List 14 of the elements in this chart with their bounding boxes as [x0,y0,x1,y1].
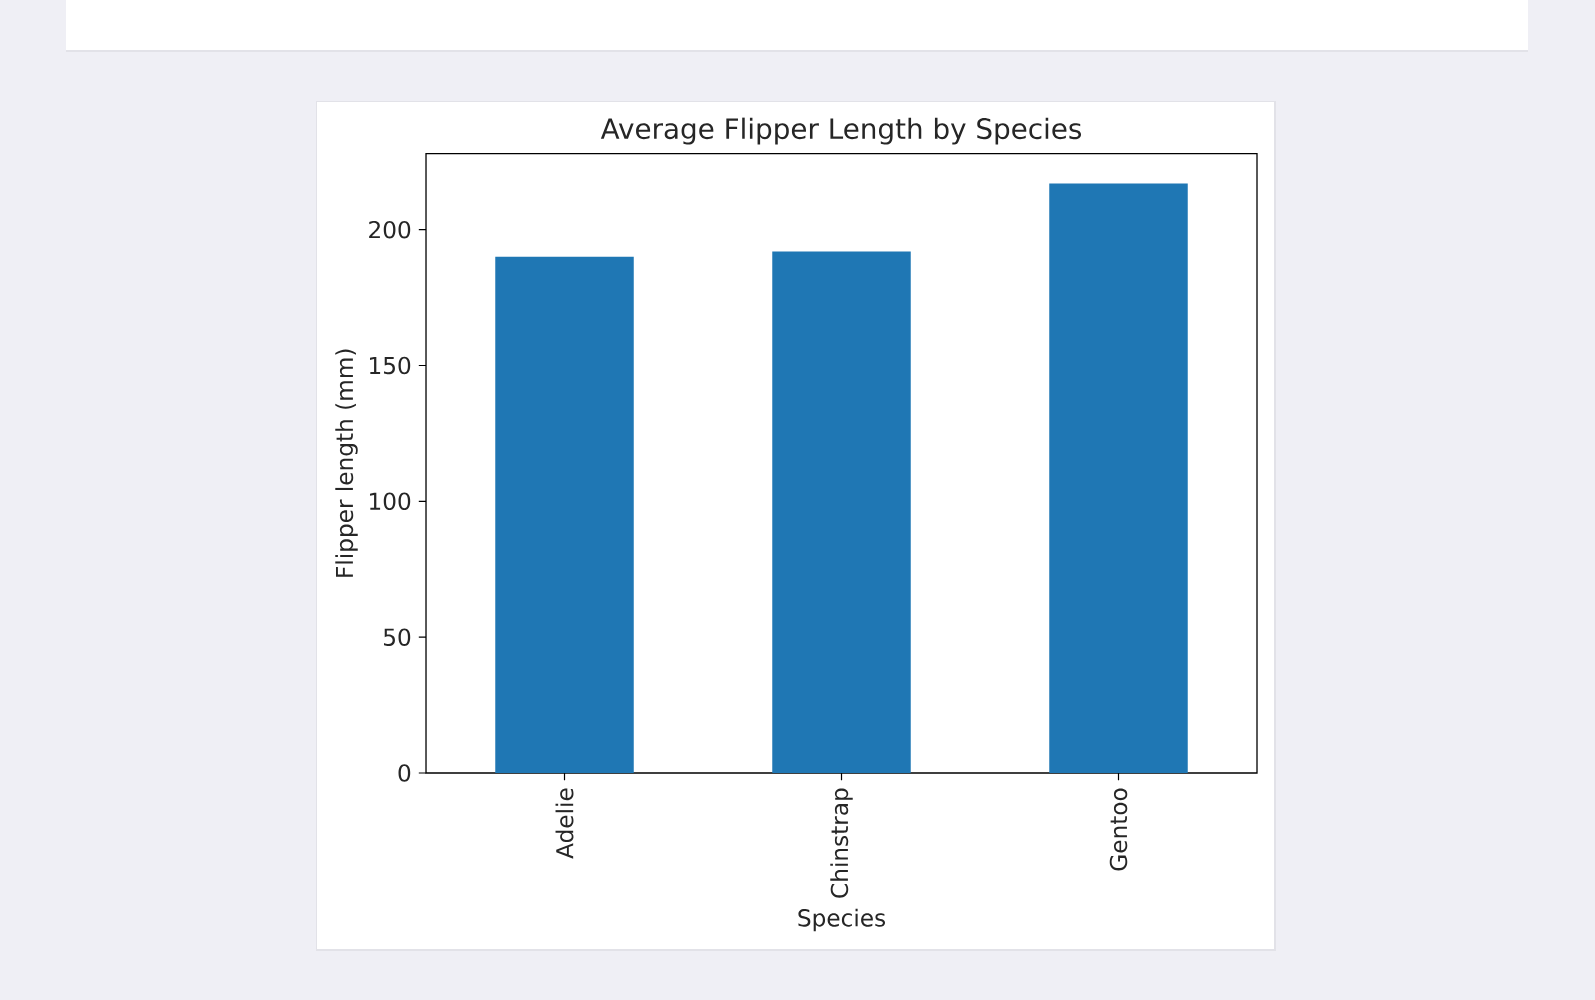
y-tick-label: 150 [370,356,411,375]
chart-title: Average Flipper Length by Species [600,117,1082,145]
bar [495,256,634,773]
y-axis-title: Flipper length (mm) [335,349,358,577]
x-tick-label: Gentoo [1109,788,1128,871]
y-tick-label: 0 [398,764,411,782]
x-tick-label: Adelie [555,788,574,859]
bar [1049,183,1188,773]
x-axis-title: Species [798,908,886,932]
x-tick-label: Chinstrap [830,788,853,898]
y-tick-label: 50 [384,628,411,646]
bar [772,251,911,773]
y-tick-label: 100 [370,492,411,511]
y-tick-label: 200 [369,220,411,239]
